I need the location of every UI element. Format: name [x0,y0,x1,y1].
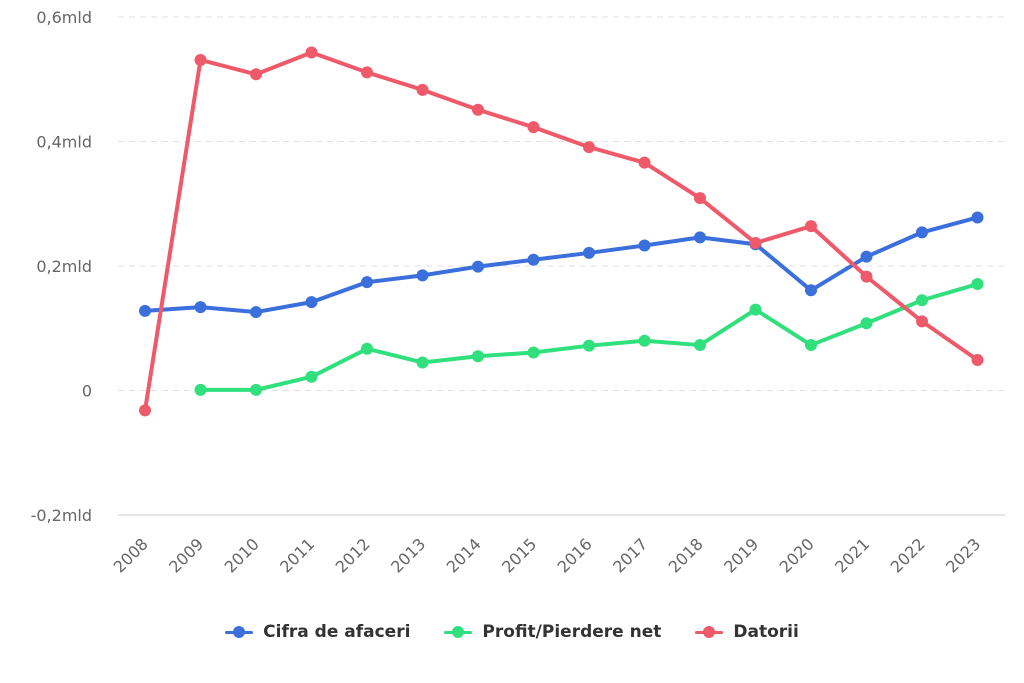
legend-label: Cifra de afaceri [263,622,411,642]
legend-label: Profit/Pierdere net [482,622,662,642]
x-tick-label: 2020 [776,534,818,576]
y-tick-label: 0,2mld [36,257,92,276]
x-tick-label: 2009 [165,534,207,576]
data-point[interactable] [361,276,373,289]
data-point[interactable] [472,260,484,273]
data-point[interactable] [971,353,984,366]
data-point[interactable] [749,236,762,249]
series-points-2 [139,46,984,417]
data-point[interactable] [416,83,429,96]
data-point[interactable] [805,284,817,297]
data-point[interactable] [305,46,318,59]
data-point[interactable] [638,156,651,169]
data-point[interactable] [694,231,706,244]
y-tick-label: 0,6mld [36,8,92,27]
data-point[interactable] [361,342,373,355]
data-point[interactable] [860,270,873,283]
series-0 [143,215,980,315]
data-point[interactable] [583,141,595,154]
legend-marker-icon [695,626,724,638]
x-tick-label: 2022 [887,534,929,576]
data-point[interactable] [250,68,262,81]
data-point[interactable] [916,315,928,328]
data-point[interactable] [583,339,595,352]
x-tick-label: 2019 [720,534,762,576]
data-point[interactable] [638,239,651,252]
data-point[interactable] [250,383,262,396]
x-tick-label: 2008 [110,534,152,576]
data-point[interactable] [194,383,207,396]
legend-item[interactable]: Cifra de afaceri [225,622,410,642]
data-point[interactable] [527,346,540,359]
data-point[interactable] [971,278,984,291]
data-point[interactable] [416,269,429,282]
data-point[interactable] [305,296,318,309]
data-point[interactable] [805,220,817,233]
series-points-0 [139,211,984,319]
series-points-1 [194,278,984,396]
data-point[interactable] [971,211,984,224]
data-point[interactable] [139,304,151,317]
y-tick-label: 0,4mld [36,133,92,152]
series-2 [143,50,980,413]
series-line [143,50,980,413]
data-point[interactable] [638,334,651,347]
x-tick-label: 2014 [443,534,485,576]
data-point[interactable] [194,301,207,314]
data-point[interactable] [472,103,484,116]
x-tick-label: 2013 [387,534,429,576]
data-point[interactable] [583,246,595,259]
x-tick-label: 2016 [554,534,596,576]
x-tick-label: 2017 [609,534,651,576]
data-point[interactable] [194,53,207,66]
y-axis-labels: -0,2mld 0 0,2mld 0,4mld 0,6mld [31,8,92,525]
data-point[interactable] [416,356,429,369]
data-point[interactable] [305,370,318,383]
grid-lines [118,16,1005,516]
data-point[interactable] [527,253,540,266]
legend-item[interactable]: Profit/Pierdere net [444,622,661,642]
legend-marker-icon [225,626,254,638]
y-tick-label: -0,2mld [31,506,92,525]
x-tick-label: 2010 [221,534,263,576]
y-tick-label: 0 [82,382,92,401]
legend-item[interactable]: Datorii [695,622,799,642]
data-point[interactable] [472,350,484,363]
series-line [143,215,980,315]
legend: Cifra de afaceri Profit/Pierdere net Dator… [0,622,1024,642]
data-point[interactable] [250,306,262,319]
data-point[interactable] [527,121,540,134]
data-point[interactable] [139,404,151,417]
x-tick-label: 2015 [498,534,540,576]
data-point[interactable] [860,250,873,263]
series-lines [139,46,984,417]
data-point[interactable] [916,226,928,239]
legend-marker-icon [444,626,473,638]
data-point[interactable] [694,339,706,352]
x-tick-label: 2023 [942,534,984,576]
data-point[interactable] [805,339,817,352]
legend-label: Datorii [733,622,799,642]
data-point[interactable] [361,66,373,79]
x-tick-label: 2021 [831,534,873,576]
x-axis-labels: 2008 2009 2010 2011 2012 2013 2014 2015 2016 2017… [110,534,985,576]
data-point[interactable] [860,317,873,330]
x-tick-label: 2012 [332,534,374,576]
data-point[interactable] [694,192,706,205]
x-tick-label: 2011 [276,534,318,576]
data-point[interactable] [916,294,928,307]
x-tick-label: 2018 [665,534,707,576]
data-point[interactable] [749,303,762,316]
